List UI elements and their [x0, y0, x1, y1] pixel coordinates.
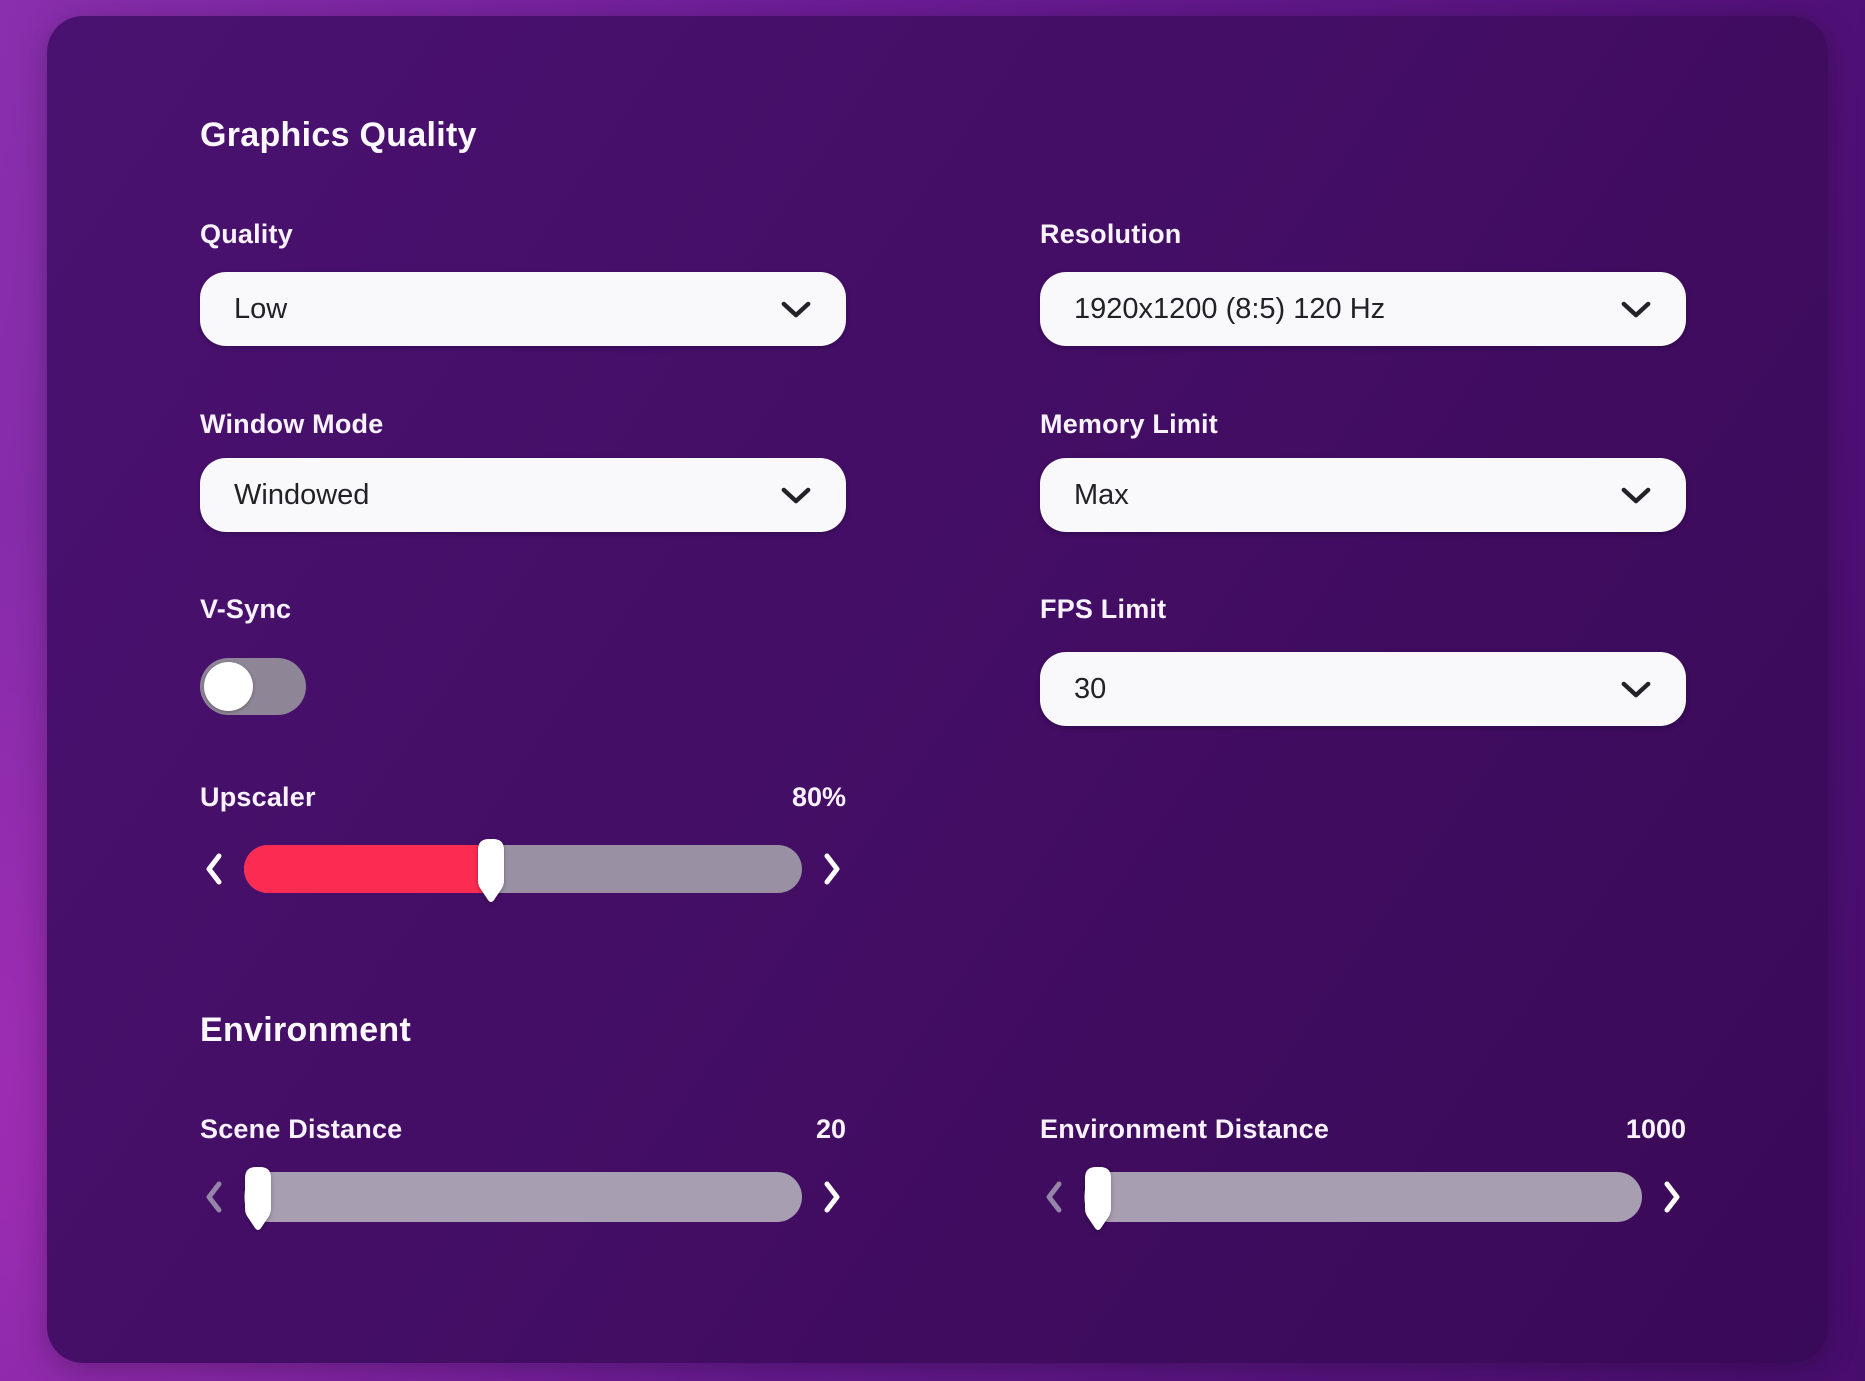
- environment-distance-label: Environment Distance: [1040, 1114, 1330, 1144]
- upscaler-label: Upscaler: [200, 782, 316, 812]
- fps-limit-select[interactable]: 30: [1040, 652, 1686, 726]
- scene-distance-track[interactable]: [244, 1172, 802, 1222]
- resolution-select-value: 1920x1200 (8:5) 120 Hz: [1074, 292, 1386, 325]
- scene-distance-label: Scene Distance: [200, 1114, 403, 1144]
- vsync-label: V-Sync: [200, 594, 292, 624]
- environment-distance-thumb[interactable]: [1080, 1163, 1116, 1233]
- window-mode-select[interactable]: Windowed: [200, 458, 846, 532]
- upscaler-value: 80%: [791, 782, 846, 812]
- memory-limit-label: Memory Limit: [1040, 409, 1218, 439]
- window-mode-label: Window Mode: [200, 409, 384, 439]
- resolution-select[interactable]: 1920x1200 (8:5) 120 Hz: [1040, 272, 1686, 346]
- chevron-right-icon[interactable]: [818, 851, 846, 887]
- chevron-left-icon[interactable]: [200, 851, 228, 887]
- settings-panel: Graphics Quality Quality Resolution Low …: [47, 16, 1828, 1363]
- upscaler-fill: [244, 845, 492, 893]
- chevron-down-icon: [1620, 299, 1652, 320]
- scene-distance-slider: [200, 1162, 846, 1232]
- quality-select[interactable]: Low: [200, 272, 846, 346]
- upscaler-slider: [200, 834, 846, 904]
- chevron-down-icon: [1620, 679, 1652, 700]
- section-title-environment: Environment: [200, 1011, 412, 1049]
- chevron-left-icon[interactable]: [200, 1179, 228, 1215]
- quality-label: Quality: [200, 219, 293, 249]
- window-mode-select-value: Windowed: [234, 478, 370, 511]
- chevron-left-icon[interactable]: [1040, 1179, 1068, 1215]
- memory-limit-select-value: Max: [1074, 478, 1129, 511]
- upscaler-track[interactable]: [244, 845, 802, 893]
- environment-distance-value: 1000: [1625, 1114, 1686, 1144]
- vsync-toggle[interactable]: [200, 658, 306, 715]
- scene-distance-thumb[interactable]: [240, 1163, 276, 1233]
- vsync-toggle-knob: [204, 662, 253, 711]
- section-title-graphics-quality: Graphics Quality: [200, 116, 477, 154]
- resolution-label: Resolution: [1040, 219, 1182, 249]
- memory-limit-select[interactable]: Max: [1040, 458, 1686, 532]
- chevron-down-icon: [1620, 485, 1652, 506]
- fps-limit-label: FPS Limit: [1040, 594, 1167, 624]
- chevron-down-icon: [780, 299, 812, 320]
- chevron-down-icon: [780, 485, 812, 506]
- fps-limit-select-value: 30: [1074, 672, 1107, 705]
- chevron-right-icon[interactable]: [1658, 1179, 1686, 1215]
- scene-distance-value: 20: [815, 1114, 846, 1144]
- chevron-right-icon[interactable]: [818, 1179, 846, 1215]
- environment-distance-track[interactable]: [1084, 1172, 1642, 1222]
- quality-select-value: Low: [234, 292, 288, 325]
- environment-distance-slider: [1040, 1162, 1686, 1232]
- upscaler-thumb[interactable]: [473, 835, 509, 905]
